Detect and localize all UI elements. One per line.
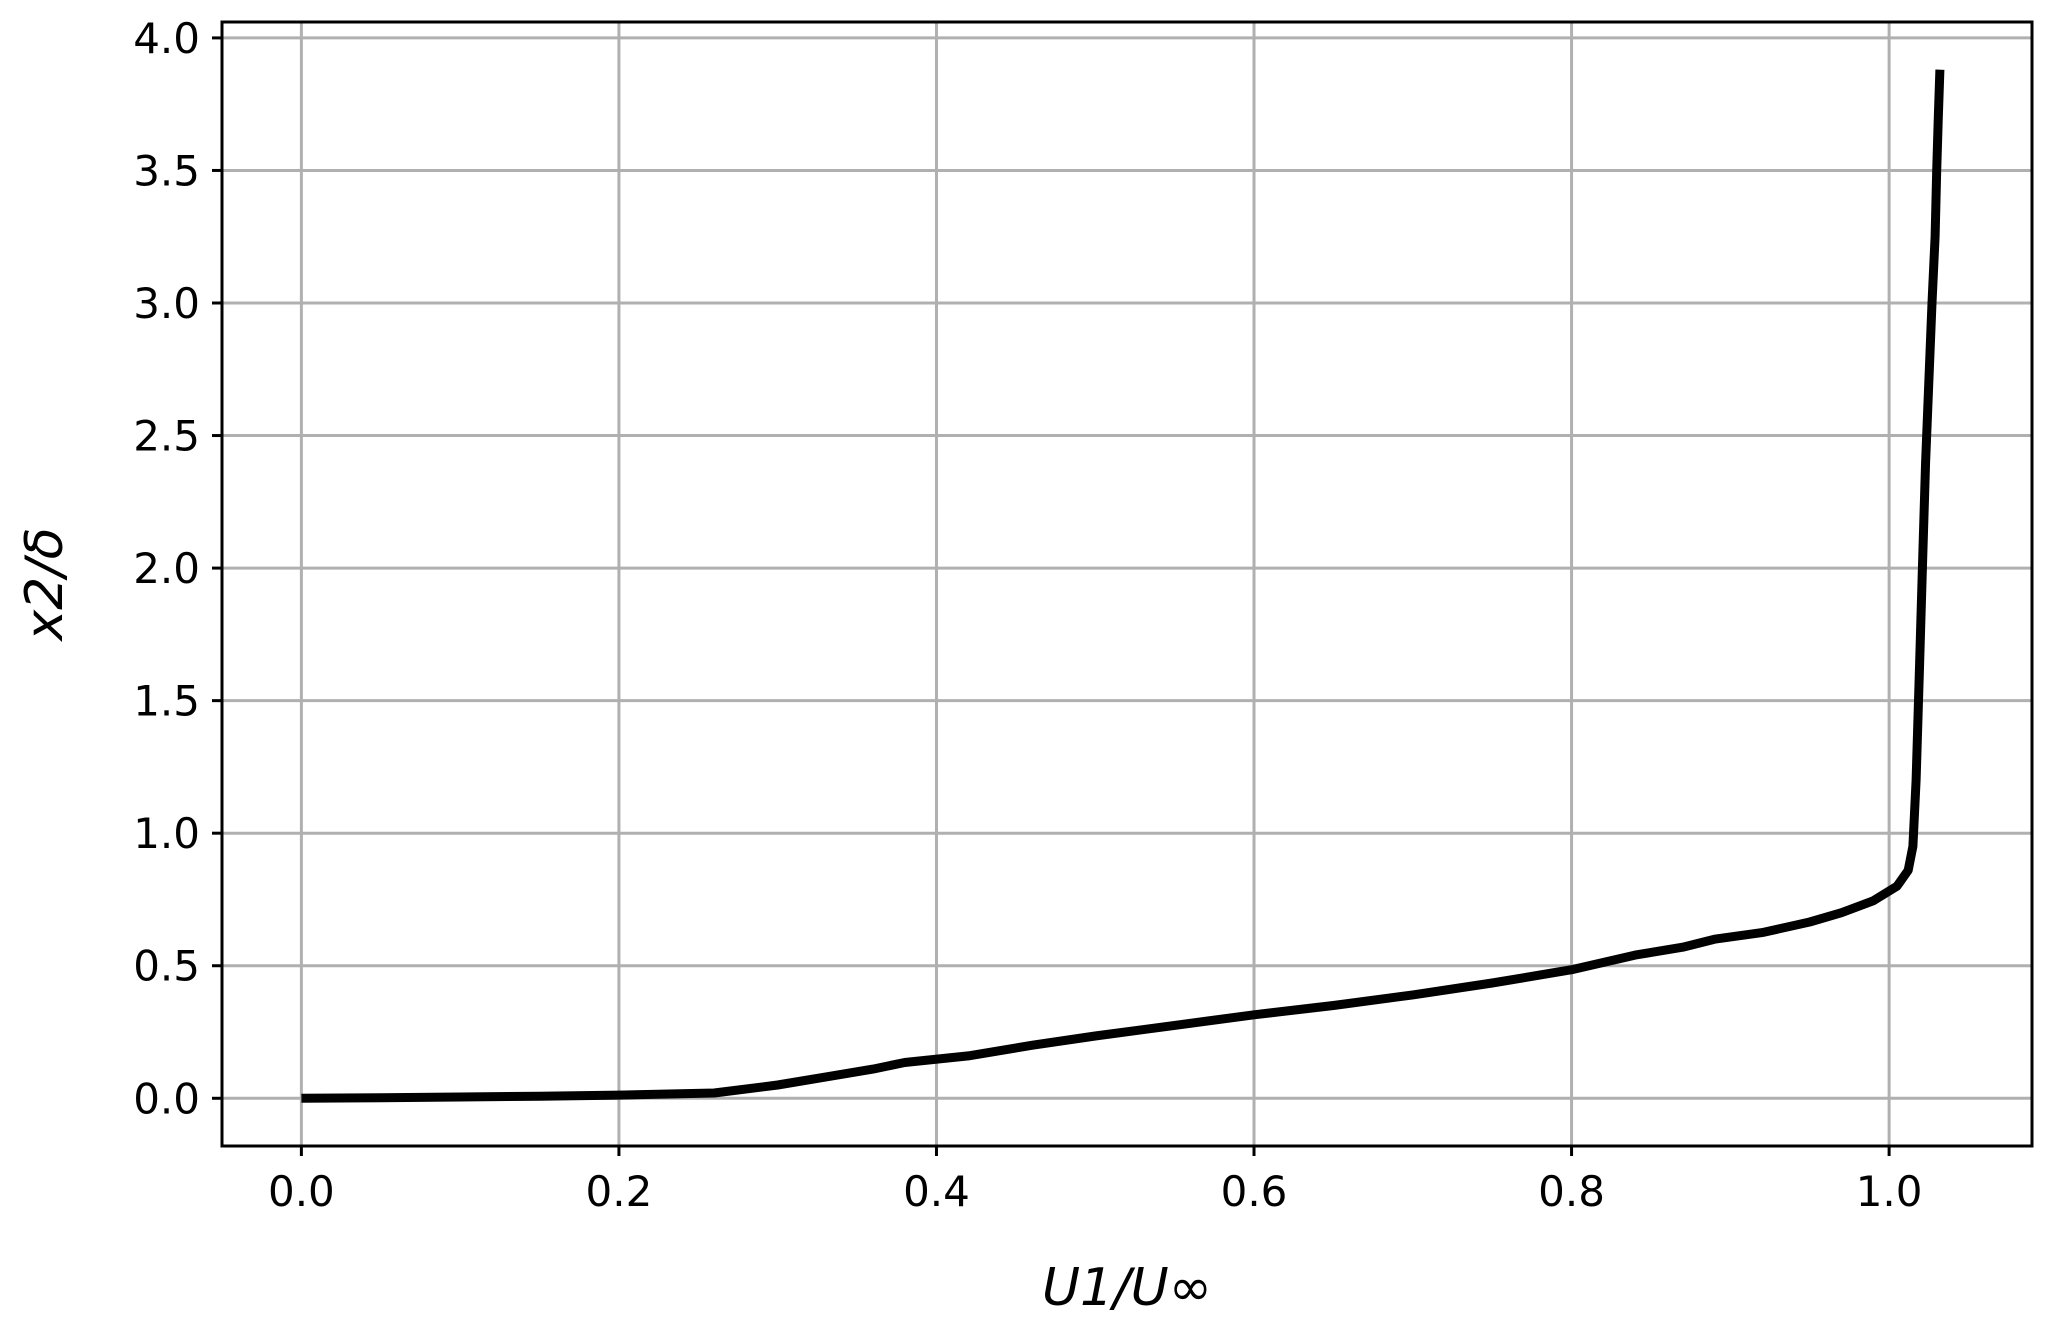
y-tick-label: 2.5 bbox=[133, 412, 200, 461]
ticks-layer: 0.0 0.2 0.4 0.6 0.8 1.0 0.0 0.5 1.0 1.5 2.0 2.5 3.0 3… bbox=[133, 14, 1922, 1216]
y-tick-label: 4.0 bbox=[133, 14, 200, 63]
plot-frame bbox=[220, 20, 2034, 1148]
y-tick-label: 1.5 bbox=[133, 677, 200, 726]
y-tick-label: 0.0 bbox=[133, 1074, 200, 1123]
grid-layer bbox=[222, 22, 2032, 1146]
series-layer bbox=[301, 69, 1945, 1103]
x-axis-label: U1/U∞ bbox=[1042, 1258, 1212, 1318]
y-axis-label: x2/δ bbox=[15, 527, 75, 642]
y-tick-label: 3.0 bbox=[133, 279, 200, 328]
y-tick-label: 2.0 bbox=[133, 544, 200, 593]
y-tick-label: 3.5 bbox=[133, 146, 200, 195]
x-tick-label: 0.6 bbox=[1221, 1167, 1288, 1216]
x-tick-label: 1.0 bbox=[1856, 1167, 1923, 1216]
x-tick-label: 0.4 bbox=[903, 1167, 970, 1216]
y-tick-label: 0.5 bbox=[133, 942, 200, 991]
y-tick-label: 1.0 bbox=[133, 809, 200, 858]
series-line bbox=[301, 69, 1945, 1103]
x-tick-label: 0.8 bbox=[1538, 1167, 1605, 1216]
x-tick-label: 0.2 bbox=[586, 1167, 653, 1216]
x-tick-label: 0.0 bbox=[268, 1167, 335, 1216]
